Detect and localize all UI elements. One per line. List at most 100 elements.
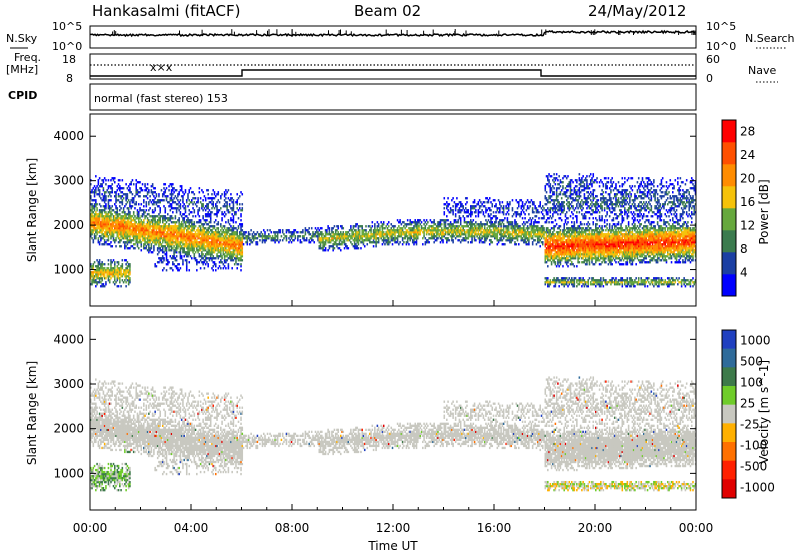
power-cell xyxy=(140,243,143,246)
power-cell xyxy=(553,285,555,288)
power-cell xyxy=(328,237,331,240)
power-cell xyxy=(92,223,95,226)
power-cell xyxy=(471,231,473,234)
power-cell xyxy=(163,245,165,248)
power-cell xyxy=(153,227,155,230)
power-cell xyxy=(183,221,185,224)
power-cell xyxy=(533,227,535,230)
power-cell xyxy=(264,233,266,236)
power-cell xyxy=(207,193,209,196)
power-cell xyxy=(424,229,427,232)
power-cell xyxy=(247,237,250,240)
power-cell xyxy=(531,227,534,230)
power-cell xyxy=(125,193,127,196)
power-cell xyxy=(540,235,543,238)
power-cell xyxy=(159,221,161,224)
power-cell xyxy=(341,225,343,228)
power-cell xyxy=(212,257,215,260)
power-cell xyxy=(228,227,231,230)
power-cell xyxy=(106,223,108,226)
power-cell xyxy=(167,261,169,264)
power-cell xyxy=(438,223,441,226)
power-cell xyxy=(502,205,505,208)
power-cell xyxy=(382,233,385,236)
power-cell xyxy=(135,191,138,194)
power-cell xyxy=(112,215,115,218)
power-cell xyxy=(419,233,422,236)
power-cell xyxy=(240,251,242,254)
power-cell xyxy=(164,217,167,220)
power-cell xyxy=(250,241,252,244)
power-cell xyxy=(92,275,95,278)
power-cell xyxy=(533,225,535,228)
power-cell xyxy=(339,237,342,240)
power-cell xyxy=(380,233,382,236)
power-cell xyxy=(507,221,510,224)
power-cell xyxy=(113,283,116,286)
power-cell xyxy=(119,223,121,226)
power-cell xyxy=(189,201,192,204)
power-cell xyxy=(534,215,536,218)
power-cell xyxy=(235,231,237,234)
power-cell xyxy=(148,221,150,224)
power-cell xyxy=(165,253,168,256)
power-cell xyxy=(227,251,230,254)
power-cell xyxy=(124,213,126,216)
power-cell xyxy=(526,227,529,230)
power-cell xyxy=(544,255,547,258)
power-cell xyxy=(192,215,194,218)
power-cell xyxy=(129,215,131,218)
power-cell xyxy=(437,227,439,230)
power-cell xyxy=(440,229,443,232)
power-cell xyxy=(183,239,185,242)
power-cell xyxy=(488,231,491,234)
power-cell xyxy=(517,213,520,216)
power-cell xyxy=(237,235,240,238)
power-cell xyxy=(372,245,375,248)
power-cell xyxy=(550,253,553,256)
power-cell xyxy=(536,241,539,244)
power-cell xyxy=(494,237,496,240)
power-cell xyxy=(470,227,472,230)
power-cell xyxy=(459,217,462,220)
power-cell xyxy=(379,227,381,230)
power-cell xyxy=(110,213,112,216)
beam-title: Beam 02 xyxy=(354,2,421,20)
power-cell xyxy=(214,247,217,250)
power-cell xyxy=(374,237,376,240)
power-cell xyxy=(500,237,502,240)
power-cell xyxy=(187,245,189,248)
power-cell xyxy=(146,223,149,226)
power-cell xyxy=(538,205,540,208)
power-cell xyxy=(466,237,468,240)
power-cell xyxy=(510,225,512,228)
power-cell xyxy=(226,237,228,240)
power-cell xyxy=(193,243,196,246)
power-cell xyxy=(217,191,220,194)
power-cell xyxy=(206,213,208,216)
power-cell xyxy=(553,257,555,260)
power-cell xyxy=(534,205,536,208)
power-cell xyxy=(487,231,490,234)
power-cell xyxy=(235,255,237,258)
power-cell xyxy=(547,255,549,258)
power-cell xyxy=(92,279,95,282)
power-cell xyxy=(102,219,105,222)
power-cell xyxy=(194,239,197,242)
power-cell xyxy=(103,227,106,230)
power-cell xyxy=(464,237,467,240)
power-cell xyxy=(145,229,148,232)
power-cell xyxy=(204,199,207,202)
power-cell xyxy=(232,203,235,206)
power-cell xyxy=(396,235,399,238)
power-cell xyxy=(194,233,197,236)
power-cell xyxy=(182,259,184,262)
power-cell xyxy=(154,201,156,204)
power-cell xyxy=(144,243,146,246)
power-cell xyxy=(106,269,108,272)
power-cell xyxy=(415,225,418,228)
power-cell xyxy=(338,237,341,240)
power-cell xyxy=(170,241,173,244)
power-cell xyxy=(159,215,161,218)
